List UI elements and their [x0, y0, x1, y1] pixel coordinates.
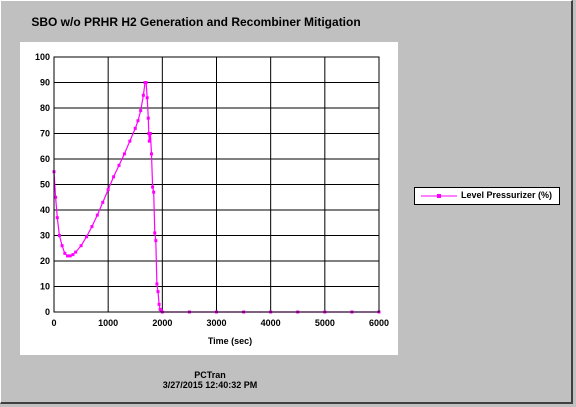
y-tick-label: 40: [40, 205, 50, 215]
plot-panel: [20, 42, 398, 355]
data-point: [74, 250, 78, 254]
data-point: [54, 195, 58, 199]
data-point: [128, 139, 132, 143]
y-tick-label: 20: [40, 256, 50, 266]
data-point: [151, 185, 155, 189]
plot-area-border: [53, 56, 380, 313]
data-point: [155, 282, 159, 286]
data-point: [136, 119, 140, 123]
grid: [53, 56, 380, 313]
footer-app-name: PCTran: [194, 370, 226, 380]
data-point: [63, 251, 67, 255]
data-point: [71, 253, 75, 257]
data-point: [66, 254, 70, 258]
data-point: [95, 213, 99, 217]
data-point: [156, 290, 160, 294]
data-point: [153, 231, 157, 235]
data-point: [122, 152, 126, 156]
data-point: [85, 235, 88, 239]
data-point: [150, 152, 153, 156]
data-point: [147, 139, 151, 143]
y-tick-label: 80: [40, 103, 50, 113]
data-point: [133, 126, 137, 130]
y-tick-label: 0: [45, 307, 50, 317]
x-tick-label: 2000: [152, 318, 172, 328]
data-point: [57, 234, 61, 237]
data-point: [117, 163, 121, 167]
x-tick-label: 5000: [315, 318, 335, 328]
y-tick-label: 10: [40, 282, 50, 292]
legend: Level Pressurizer (%): [414, 187, 560, 205]
y-tick-label: 60: [40, 154, 50, 164]
data-point: [144, 81, 148, 84]
data-point: [90, 225, 94, 229]
x-tick-label: 3000: [206, 318, 226, 328]
data-point: [139, 109, 143, 113]
data-point: [154, 239, 158, 243]
data-point: [148, 132, 152, 135]
legend-marker-icon: [421, 194, 457, 198]
data-point: [145, 96, 149, 100]
data-point: [68, 254, 72, 258]
data-point: [112, 175, 116, 179]
x-axis-label: Time (sec): [207, 336, 253, 346]
data-point: [101, 200, 105, 204]
footer-timestamp: 3/27/2015 12:40:32 PM: [162, 380, 258, 390]
y-tick-label: 90: [40, 78, 50, 88]
y-tick-label: 50: [40, 180, 50, 190]
data-point: [157, 302, 161, 306]
data-point: [55, 216, 59, 220]
x-tick-label: 1000: [98, 318, 118, 328]
data-point: [106, 188, 110, 192]
y-tick-label: 30: [40, 231, 50, 241]
data-point: [79, 244, 83, 248]
chart-title: SBO w/o PRHR H2 Generation and Recombine…: [31, 15, 361, 29]
y-tick-label: 70: [40, 129, 50, 139]
data-point: [60, 244, 64, 248]
data-point: [141, 93, 145, 97]
y-tick-label: 100: [35, 52, 50, 62]
legend-label: Level Pressurizer (%): [461, 190, 553, 200]
x-tick-label: 6000: [369, 318, 389, 328]
data-point: [147, 132, 151, 135]
x-tick-label: 4000: [261, 318, 281, 328]
x-tick-label: 0: [51, 318, 56, 328]
data-point: [146, 116, 150, 120]
data-point: [152, 190, 156, 194]
